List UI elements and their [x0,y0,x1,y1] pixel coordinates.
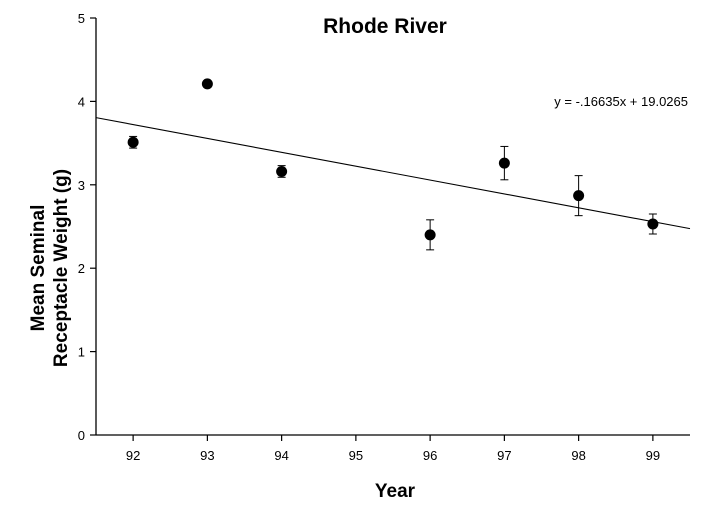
x-tick-label: 96 [423,448,437,463]
x-tick-label: 99 [646,448,660,463]
data-point [201,78,213,90]
y-tick-label: 0 [78,428,85,443]
y-tick-label: 3 [78,178,85,193]
y-axis-title-line-1: Mean Seminal [28,205,49,332]
y-tick-label: 5 [78,11,85,26]
trend-layer [95,117,691,230]
y-axis-title-line-2: Receptacle Weight (g) [51,169,72,367]
x-tick-label: 98 [571,448,585,463]
points-layer [127,78,659,251]
y-tick-label: 2 [78,261,85,276]
ticks-layer: 0 1 2 3 4 5 92 93 94 95 96 97 98 99 [78,11,660,463]
data-point [647,218,659,230]
trendline [95,117,691,230]
x-tick-label: 93 [200,448,214,463]
x-tick-label: 94 [274,448,288,463]
x-tick-label: 97 [497,448,511,463]
data-point [498,157,510,169]
data-point [573,190,585,202]
x-tick-label: 95 [349,448,363,463]
chart-title: Rhode River [323,15,447,38]
data-point [276,165,288,177]
y-tick-label: 1 [78,345,85,360]
y-axis-title: Mean Seminal Receptacle Weight (g) [28,169,72,367]
data-point [127,136,139,148]
x-tick-label: 92 [126,448,140,463]
y-tick-label: 4 [78,94,85,109]
trendline-equation: y = -.16635x + 19.0265 [554,94,688,109]
x-axis-title: Year [375,481,416,502]
data-point [424,229,436,241]
